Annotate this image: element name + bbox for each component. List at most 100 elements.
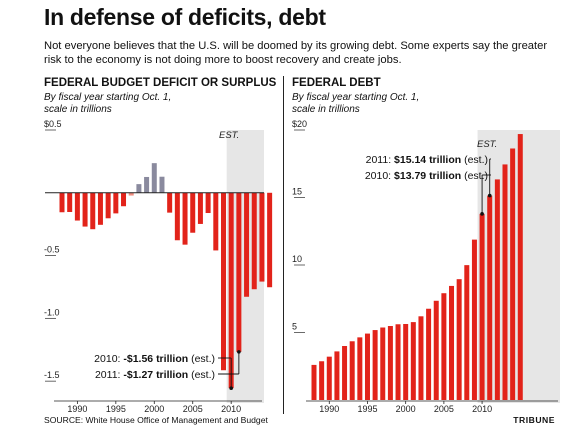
bar — [59, 192, 65, 213]
annotation-year: 2010: — [94, 353, 123, 365]
bar — [357, 337, 363, 400]
x-tick-label: 2005 — [434, 404, 454, 414]
bar — [97, 192, 103, 225]
y-tick-label: -1.5 — [44, 370, 60, 380]
bar — [197, 192, 203, 224]
bar — [387, 326, 393, 400]
y-tick-label: $0.5 — [44, 119, 62, 129]
source-note: SOURCE: White House Office of Management… — [44, 415, 268, 425]
panel-divider — [283, 76, 284, 414]
bar — [244, 192, 250, 297]
bar — [182, 192, 188, 245]
bar — [67, 192, 73, 213]
annotation-year: 2010: — [365, 170, 394, 182]
annotation-dot — [237, 350, 241, 354]
bar — [228, 192, 234, 389]
annotation-label: 2011: $15.14 trillion (est.) — [366, 154, 488, 166]
page-title: In defense of deficits, debt — [44, 4, 326, 30]
annotation-value: -$1.27 trillion — [123, 369, 188, 381]
annotation-suffix: (est.) — [461, 154, 488, 166]
bar — [510, 148, 516, 400]
annotation-label: 2010: -$1.56 trillion (est.) — [94, 353, 215, 365]
y-tick-label: 10 — [292, 254, 302, 264]
bar — [380, 327, 386, 400]
bar — [395, 324, 401, 400]
bar — [471, 239, 477, 400]
y-tick-label: 15 — [292, 187, 302, 197]
bar — [151, 163, 157, 193]
bar — [267, 192, 273, 288]
debt-chart-subtitle: By fiscal year starting Oct. 1, scale in… — [292, 92, 419, 116]
bar — [190, 192, 196, 233]
intro-text: Not everyone believes that the U.S. will… — [44, 40, 548, 66]
bar — [236, 192, 242, 352]
annotation-label: 2010: $13.79 trillion (est.) — [365, 170, 488, 182]
bar — [220, 192, 226, 371]
x-tick-label: 1990 — [319, 404, 339, 414]
y-tick-label: $20 — [292, 119, 307, 129]
bar — [205, 192, 211, 214]
bar — [403, 323, 409, 400]
y-tick-label: -1.0 — [44, 307, 60, 317]
bar — [418, 316, 424, 400]
bar — [494, 179, 500, 400]
bar — [326, 356, 332, 400]
x-tick-label: 1995 — [357, 404, 377, 414]
bar — [251, 192, 257, 290]
bar — [128, 192, 134, 196]
deficit-chart-subtitle: By fiscal year starting Oct. 1, scale in… — [44, 92, 171, 116]
bar — [502, 164, 508, 400]
annotation-year: 2011: — [366, 154, 394, 166]
bar — [364, 333, 370, 400]
annotation-suffix: (est.) — [188, 369, 215, 381]
x-tick-label: 2000 — [144, 404, 164, 414]
deficit-subtitle-line-1: By fiscal year starting Oct. 1, — [44, 92, 172, 103]
annotation-dot — [229, 386, 233, 390]
annotation-label: 2011: -$1.27 trillion (est.) — [95, 369, 215, 381]
bar — [334, 351, 340, 400]
bar — [342, 346, 348, 400]
bar — [174, 192, 180, 241]
bar — [105, 192, 111, 219]
bar — [410, 322, 416, 400]
bar — [159, 176, 165, 193]
bar — [259, 192, 265, 282]
bar — [167, 192, 173, 213]
annotation-year: 2011: — [95, 369, 123, 381]
annotation-suffix: (est.) — [461, 170, 488, 182]
annotation-value: $13.79 trillion — [394, 170, 461, 182]
bar — [449, 285, 455, 400]
credit-label: TRIBUNE — [513, 415, 555, 425]
deficit-chart-title: FEDERAL BUDGET DEFICIT OR SURPLUS — [44, 77, 277, 89]
bar — [441, 293, 447, 400]
deficit-subtitle-line-2: scale in trillions — [44, 104, 112, 115]
bar — [456, 279, 462, 400]
y-tick-label: 5 — [292, 322, 297, 332]
annotation-dot — [487, 193, 492, 198]
bar — [464, 265, 470, 400]
bar — [433, 300, 439, 400]
debt-chart-title: FEDERAL DEBT — [292, 77, 381, 89]
y-tick-label: -0.5 — [44, 245, 60, 255]
bar — [136, 184, 142, 193]
x-tick-label: 2010 — [221, 404, 241, 414]
bar — [90, 192, 96, 230]
bar — [74, 192, 80, 221]
annotation-suffix: (est.) — [188, 353, 215, 365]
x-tick-label: 1990 — [67, 404, 87, 414]
bar — [349, 341, 355, 400]
annotation-value: $15.14 trillion — [394, 154, 461, 166]
debt-subtitle-line-1: By fiscal year starting Oct. 1, — [292, 92, 420, 103]
debt-subtitle-line-2: scale in trillions — [292, 104, 360, 115]
bar — [121, 192, 127, 207]
annotation-value: -$1.56 trillion — [123, 353, 188, 365]
bar — [213, 192, 219, 251]
x-tick-label: 2000 — [396, 404, 416, 414]
bar — [479, 213, 485, 400]
estimate-label: EST. — [477, 139, 497, 150]
bar — [372, 330, 378, 400]
bar — [311, 364, 317, 400]
x-tick-label: 2005 — [183, 404, 203, 414]
annotation-dot — [480, 212, 484, 216]
